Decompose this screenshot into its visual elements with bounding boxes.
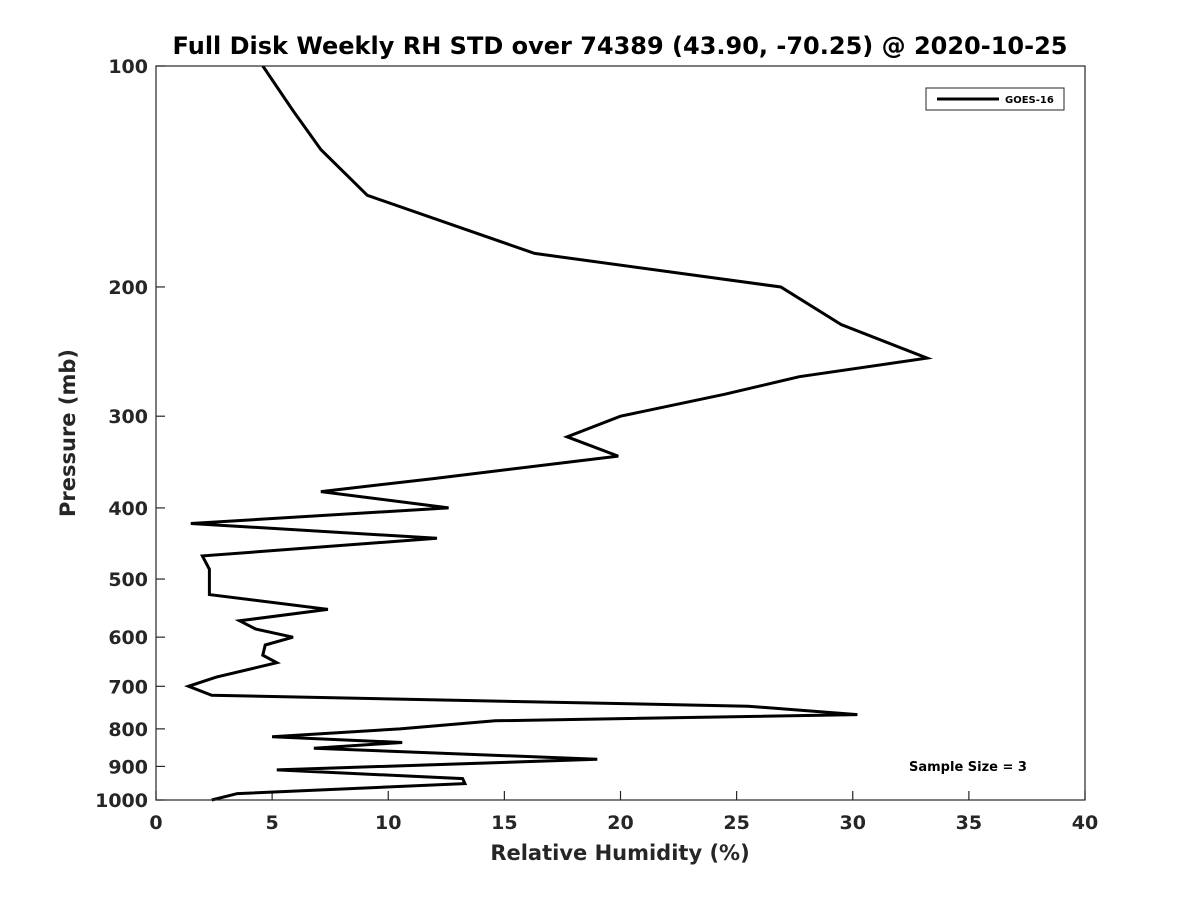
x-axis-label: Relative Humidity (%) <box>490 841 749 865</box>
y-tick-label: 800 <box>108 719 148 741</box>
x-tick-label: 30 <box>840 812 866 834</box>
legend: GOES-16 <box>925 87 1065 111</box>
y-tick-label: 1000 <box>95 790 148 812</box>
y-tick-label: 900 <box>108 756 148 778</box>
legend-label-goes-16: GOES-16 <box>1005 95 1054 106</box>
y-tick-label: 100 <box>108 56 148 78</box>
chart-title: Full Disk Weekly RH STD over 74389 (43.9… <box>173 32 1068 60</box>
x-tick-label: 0 <box>149 812 162 834</box>
x-tick-label: 10 <box>375 812 401 834</box>
y-axis-ticks: 100 200 300 400 500 600 700 800 900 1000 <box>95 56 165 812</box>
x-tick-label: 5 <box>266 812 279 834</box>
x-tick-label: 35 <box>956 812 982 834</box>
y-tick-label: 700 <box>108 676 148 698</box>
plot-area-frame <box>155 65 1086 801</box>
series-line-goes-16 <box>184 65 933 802</box>
x-tick-label: 15 <box>491 812 517 834</box>
x-tick-label: 40 <box>1072 812 1098 834</box>
y-tick-label: 300 <box>108 406 148 428</box>
y-tick-label: 200 <box>108 277 148 299</box>
x-axis-ticks: 0 5 10 15 20 25 30 35 40 <box>149 791 1098 834</box>
x-tick-label: 20 <box>607 812 633 834</box>
y-axis-label: Pressure (mb) <box>56 349 80 517</box>
y-tick-label: 400 <box>108 498 148 520</box>
x-tick-label: 25 <box>723 812 749 834</box>
sample-size-annotation: Sample Size = 3 <box>909 760 1027 775</box>
y-tick-label: 600 <box>108 627 148 649</box>
y-tick-label: 500 <box>108 569 148 591</box>
